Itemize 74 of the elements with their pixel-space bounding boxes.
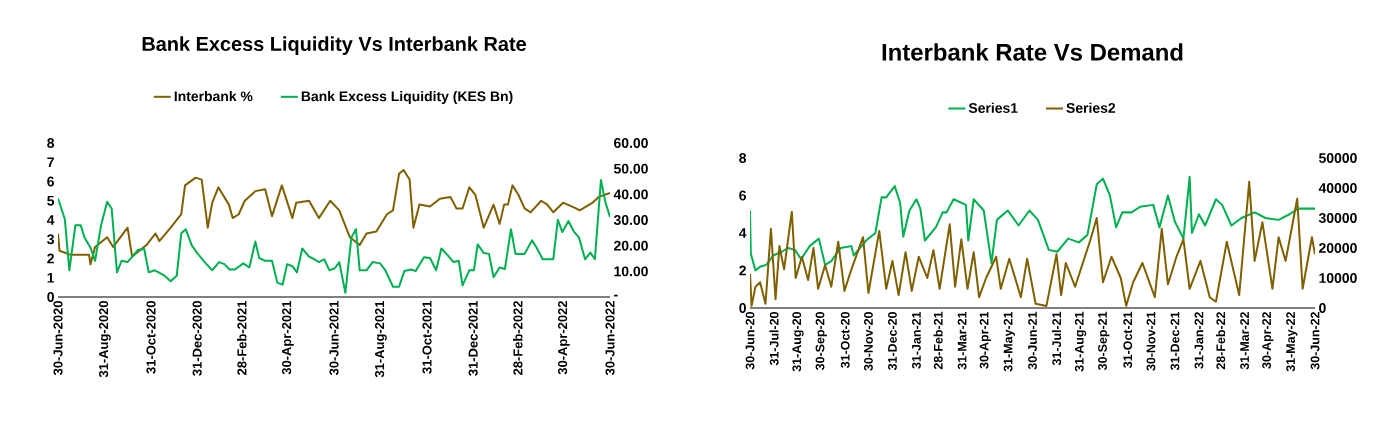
x-tick-label: 30-Nov-21 (1146, 311, 1156, 371)
y-tick-label: 4 (738, 228, 747, 238)
y-tick-label: 0 (47, 292, 54, 302)
x-tick-label: 31-Oct-2020 (146, 301, 156, 374)
x-tick-label: 30-Jun-22 (1310, 312, 1320, 370)
x-tick-label: 31-Aug-21 (1074, 311, 1087, 372)
y2-tick-label: 0 (1319, 303, 1326, 313)
y2-tick-label: 10000 (1319, 273, 1357, 283)
x-tick-label: 30-Sep-21 (1098, 311, 1110, 371)
x-tick-label: 30-Apr-2022 (558, 301, 570, 375)
x-tick-label: 30-Apr-2021 (282, 300, 294, 375)
line-series (58, 178, 611, 294)
y2-tick-label: 50.00 (613, 163, 648, 174)
y-tick-label: 3 (47, 234, 54, 245)
y2-tick-label: 20.00 (614, 240, 648, 251)
x-tick-label: 31-May-22 (1286, 312, 1298, 372)
x-tick-label: 31-Jan-22 (1194, 312, 1204, 369)
x-tick-label: 30-Jun-2022 (605, 301, 615, 376)
y2-tick-label: 10.00 (614, 266, 648, 277)
y2-tick-label: 50000 (1318, 153, 1357, 163)
x-tick-label: 31-Dec-2021 (468, 300, 478, 376)
line-series (58, 168, 611, 266)
x-tick-label: 31-Jan-21 (912, 311, 921, 369)
y-tick-label: 0 (739, 303, 746, 313)
x-tick-label: 31-Jul-20 (769, 312, 779, 366)
x-tick-label: 30-Jun-2020 (53, 301, 63, 376)
x-tick-label: 31-Oct-21 (1123, 311, 1133, 368)
y-tick-label: 5 (47, 195, 55, 206)
y-tick-label: 1 (47, 272, 55, 283)
x-tick-label: 31-Aug-2020 (99, 301, 111, 378)
x-tick-label: 31-Aug-20 (792, 312, 804, 372)
x-tick-label: 30-Apr-21 (979, 311, 991, 369)
x-tick-label: 30-Nov-20 (864, 312, 873, 371)
y2-tick-label: 40.00 (613, 189, 648, 200)
x-tick-label: 30-Sep-20 (815, 312, 827, 371)
x-tick-label: 30-Apr-22 (1262, 312, 1274, 369)
x-tick-label: 31-Oct-2021 (422, 300, 432, 374)
y-tick-label: 2 (739, 265, 746, 276)
y2-tick-label: - (614, 294, 618, 297)
legend-label: Series1 (968, 102, 1018, 113)
x-tick-label: 31-Mar-21 (957, 311, 967, 370)
x-tick-label: 28-Feb-2021 (237, 300, 247, 375)
y-tick-label: 2 (47, 253, 54, 264)
y2-tick-label: 30000 (1318, 213, 1357, 223)
y-tick-label: 6 (47, 176, 54, 187)
x-tick-label: 31-Dec-2020 (192, 301, 202, 376)
x-tick-label: 28-Feb-21 (933, 311, 943, 370)
y-tick-label: 8 (739, 153, 747, 163)
x-tick-label: 31-Dec-21 (1170, 311, 1180, 371)
x-tick-label: 30-Jun-20 (745, 312, 755, 370)
legend-label: Bank Excess Liquidity (KES Bn) (301, 91, 513, 104)
y2-tick-label: 30.00 (613, 215, 648, 225)
chart-title: Interbank Rate Vs Demand (882, 43, 1183, 61)
legend-label: Interbank % (174, 91, 253, 102)
x-tick-label: 30-Jun-21 (1028, 311, 1037, 370)
y-tick-label: 7 (47, 157, 54, 168)
legend-label: Series2 (1066, 102, 1116, 113)
x-tick-label: 28-Feb-2022 (513, 301, 523, 375)
x-tick-label: 31-Aug-2021 (374, 300, 387, 378)
y2-tick-label: 60.00 (614, 138, 648, 148)
chart-title: Bank Excess Liquidity Vs Interbank Rate (142, 36, 526, 55)
x-tick-label: 28-Feb-22 (1216, 312, 1226, 370)
y-tick-label: 4 (46, 215, 55, 225)
y-tick-label: 6 (739, 190, 746, 201)
x-tick-label: 31-Mar-22 (1240, 312, 1250, 370)
x-tick-label: 31-Dec-20 (888, 312, 897, 371)
x-tick-label: 31-Jul-21 (1051, 311, 1062, 366)
x-tick-label: 31-May-21 (1003, 311, 1015, 372)
line-series (750, 180, 1316, 307)
y2-tick-label: 20000 (1319, 243, 1357, 253)
y2-tick-label: 40000 (1318, 183, 1357, 193)
y-tick-label: 8 (47, 138, 55, 148)
x-tick-label: 30-Jun-2021 (329, 300, 339, 376)
x-tick-label: 31-Oct-20 (840, 312, 850, 368)
